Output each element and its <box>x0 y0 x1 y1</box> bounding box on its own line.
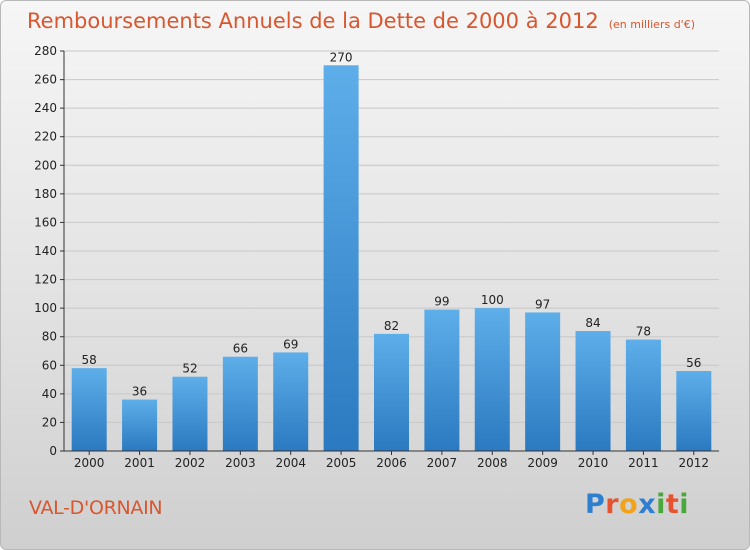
data-label: 82 <box>384 319 399 333</box>
x-tick-label: 2000 <box>74 456 105 470</box>
y-tick-label: 60 <box>42 358 57 372</box>
data-label: 56 <box>686 356 701 370</box>
data-label: 270 <box>330 50 353 64</box>
y-tick-label: 260 <box>34 73 57 87</box>
y-tick-label: 20 <box>42 415 57 429</box>
data-label: 52 <box>182 362 197 376</box>
y-tick-label: 0 <box>49 444 57 458</box>
x-tick-label: 2002 <box>175 456 206 470</box>
logo-letter: P <box>585 489 606 520</box>
data-label: 66 <box>233 342 248 356</box>
data-label: 58 <box>82 353 97 367</box>
logo-letter: i <box>679 489 690 520</box>
bar <box>474 308 510 451</box>
bar <box>424 309 460 451</box>
x-tick-label: 2008 <box>477 456 508 470</box>
bar <box>71 368 107 451</box>
bar <box>374 333 409 451</box>
bar <box>575 331 611 451</box>
bar <box>172 376 208 451</box>
x-tick-label: 2010 <box>578 456 609 470</box>
data-label: 84 <box>585 316 600 330</box>
labels: 0 20 40 60 80 100 120 140 160 180 200 220 240 260 280 5… <box>34 44 709 470</box>
data-label: 78 <box>636 325 651 339</box>
bar <box>122 399 158 451</box>
x-tick-label: 2011 <box>628 456 659 470</box>
data-label: 36 <box>132 385 147 399</box>
y-tick-label: 200 <box>34 158 57 172</box>
town-name: VAL-D'ORNAIN <box>29 497 163 519</box>
x-tick-label: 2012 <box>679 456 710 470</box>
y-tick-label: 280 <box>34 44 57 58</box>
bar <box>273 352 309 451</box>
chart-title: Remboursements Annuels de la Dette de 20… <box>27 9 695 33</box>
x-tick-label: 2003 <box>225 456 256 470</box>
y-tick-label: 120 <box>34 273 57 287</box>
bar <box>222 356 258 451</box>
bar <box>323 65 359 452</box>
axes <box>60 50 719 455</box>
data-label: 99 <box>434 295 449 309</box>
y-tick-label: 140 <box>34 244 57 258</box>
y-tick-label: 160 <box>34 215 57 229</box>
y-tick-label: 220 <box>34 130 57 144</box>
data-label: 100 <box>481 293 504 307</box>
y-tick-label: 80 <box>42 330 57 344</box>
data-label: 97 <box>535 297 550 311</box>
x-tick-label: 2007 <box>427 456 458 470</box>
data-label: 69 <box>283 337 298 351</box>
x-tick-label: 2009 <box>527 456 558 470</box>
chart-title-text: Remboursements Annuels de la Dette de 20… <box>27 9 599 33</box>
chart-subtitle: (en milliers d'€) <box>608 18 695 31</box>
logo-letter: t <box>665 489 680 520</box>
bar <box>525 312 561 451</box>
x-tick-label: 2004 <box>275 456 306 470</box>
y-tick-label: 40 <box>42 387 57 401</box>
logo-letter: i <box>656 489 666 520</box>
x-tick-label: 2001 <box>124 456 155 470</box>
logo-letter: o <box>619 489 639 520</box>
logo-letter: r <box>605 489 620 520</box>
logo-letter: x <box>638 489 657 520</box>
bar <box>625 339 661 451</box>
y-tick-label: 240 <box>34 101 57 115</box>
y-tick-label: 100 <box>34 301 57 315</box>
bars <box>71 65 712 452</box>
x-tick-label: 2006 <box>376 456 407 470</box>
proxiti-logo: Proxiti <box>585 489 689 520</box>
x-tick-label: 2005 <box>326 456 357 470</box>
y-tick-label: 180 <box>34 187 57 201</box>
bar <box>676 371 712 451</box>
